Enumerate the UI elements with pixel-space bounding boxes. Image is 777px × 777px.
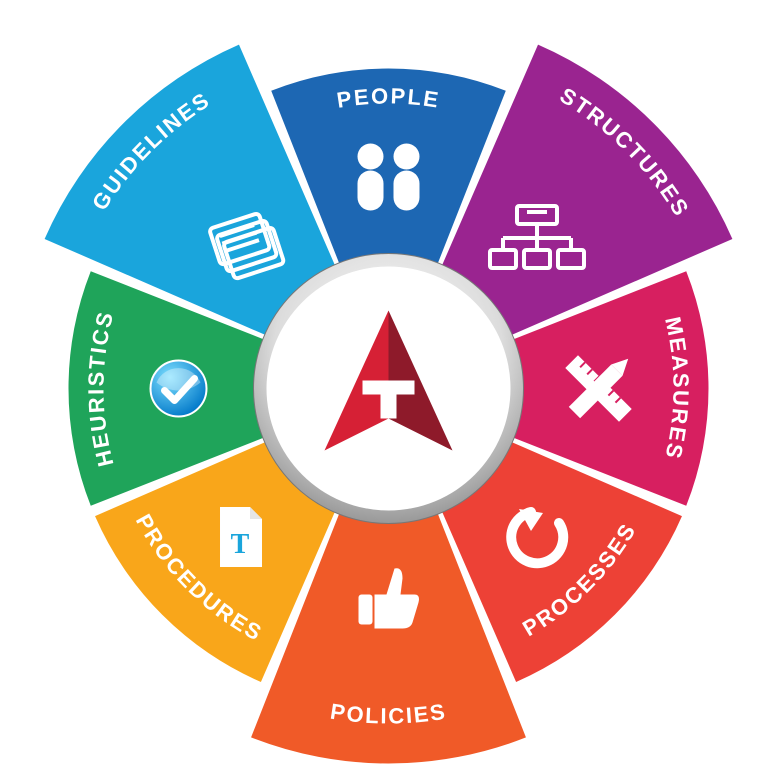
wheel-svg: PEOPLESTRUCTURESMEASURESPROCESSESPOLICIE… [0,0,777,777]
wheel-infographic: PEOPLESTRUCTURESMEASURESPROCESSESPOLICIE… [0,0,777,777]
svg-text:T: T [231,529,250,560]
procedures-icon: T [220,507,262,567]
hub [254,254,524,524]
heuristics-icon [151,361,207,417]
